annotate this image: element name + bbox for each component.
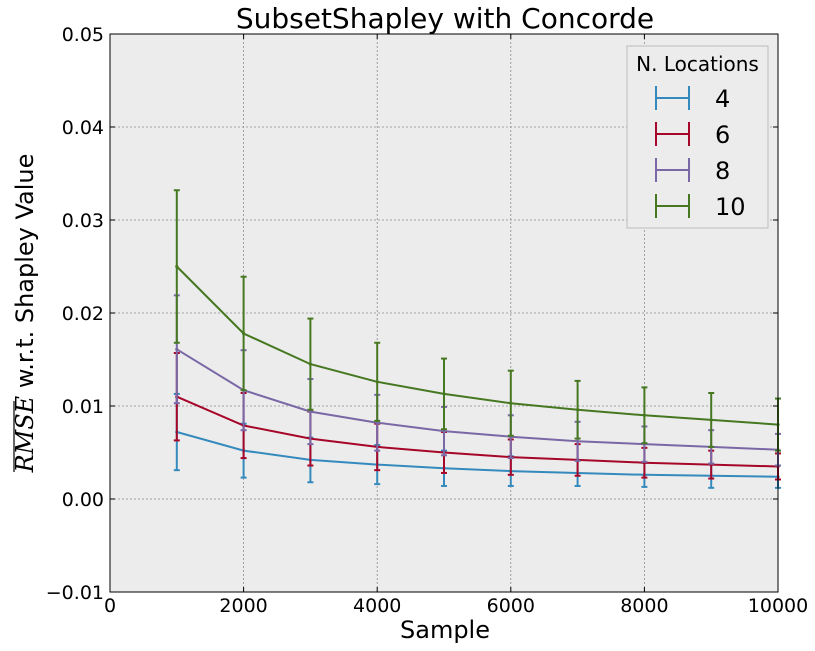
legend-label: 6: [715, 121, 730, 149]
data-point: [576, 439, 580, 443]
data-point: [175, 264, 179, 269]
y-tick-label: 0.03: [62, 210, 104, 232]
x-tick-label: 0: [104, 595, 116, 617]
data-point: [375, 380, 379, 384]
y-axis-title-math: RMSE: [11, 395, 39, 473]
series-line: [176, 431, 779, 478]
series-line: [176, 265, 779, 426]
data-point: [642, 413, 647, 417]
legend-box: [626, 45, 769, 229]
series-10: [173, 189, 781, 452]
data-point: [242, 331, 246, 336]
data-point: [442, 392, 446, 396]
x-tick-label: 4000: [353, 595, 401, 617]
legend-title: N. Locations: [636, 52, 759, 76]
data-point: [375, 421, 379, 425]
y-axis-title-group: RMSE w.r.t. Shapley Value: [11, 154, 39, 474]
data-point: [576, 408, 580, 412]
legend-label: 8: [715, 157, 730, 185]
x-axis-title: Sample: [400, 616, 490, 644]
y-tick-label: 0.04: [62, 117, 104, 139]
legend: N. Locations 4 6 8 10: [626, 45, 769, 229]
series-line: [176, 348, 779, 451]
y-tick-label: 0.05: [62, 24, 104, 46]
y-tick-label: 0.00: [62, 489, 104, 511]
x-tick-label: 8000: [620, 595, 668, 617]
x-tick-label: 10000: [748, 595, 808, 617]
x-tick-label: 2000: [219, 595, 267, 617]
series-layer: [173, 189, 781, 489]
y-axis-title: RMSE w.r.t. Shapley Value: [11, 154, 39, 474]
y-tick-label: 0.01: [62, 396, 104, 418]
data-point: [175, 347, 179, 351]
data-point: [709, 418, 713, 422]
x-tick-label: 6000: [487, 595, 535, 617]
data-point: [442, 429, 446, 433]
series-line: [176, 395, 779, 468]
tick-layer: 0 2000 4000 6000 8000 10000 −0.01 0.00 0.01 0.02 0…: [46, 24, 808, 617]
y-tick-label: 0.02: [62, 303, 104, 325]
data-point: [509, 401, 513, 405]
legend-label: 10: [715, 193, 746, 221]
data-point: [308, 409, 312, 414]
legend-label: 4: [715, 85, 730, 113]
y-tick-label: −0.01: [46, 582, 104, 604]
data-point: [308, 362, 312, 366]
chart-title: SubsetShapley with Concorde: [236, 2, 654, 35]
y-axis-title-text: w.r.t. Shapley Value: [11, 154, 39, 396]
